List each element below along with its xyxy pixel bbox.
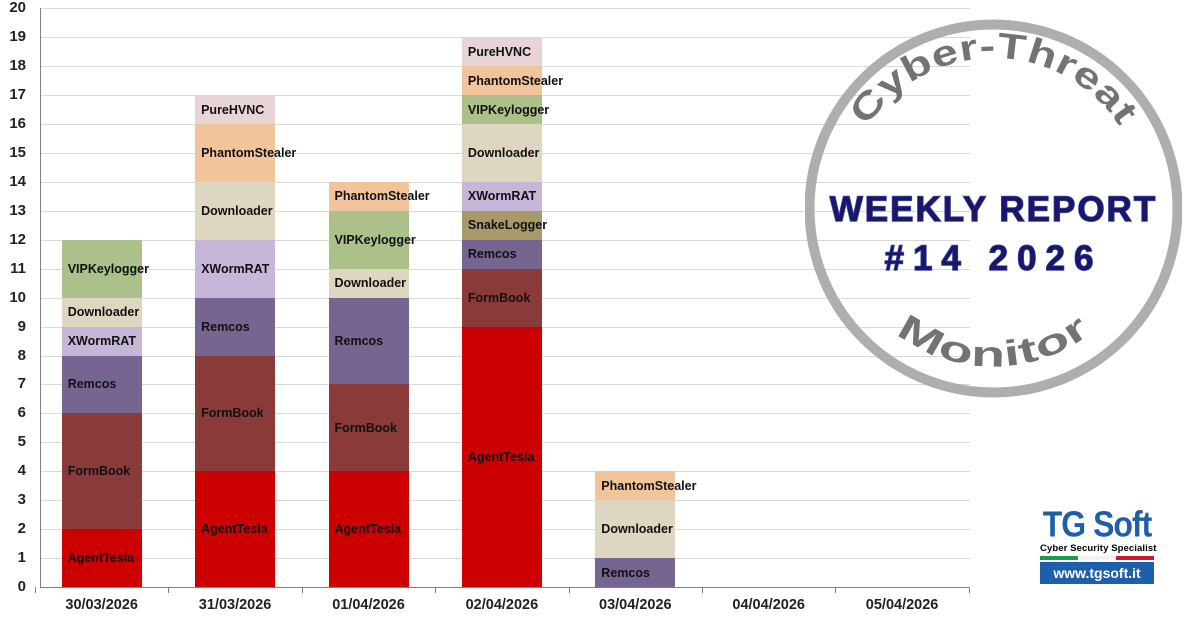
- svg-text:Monitor: Monitor: [891, 306, 1096, 375]
- svg-text:WEEKLY REPORT: WEEKLY REPORT: [830, 190, 1157, 229]
- svg-text:#14 2026: #14 2026: [885, 239, 1103, 278]
- svg-text:Cyber-Threat: Cyber-Threat: [841, 25, 1147, 132]
